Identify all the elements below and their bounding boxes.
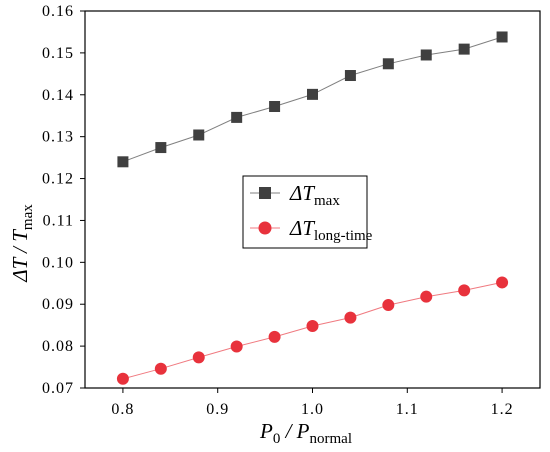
y-axis-title: ΔT / Tmax [8, 204, 36, 283]
data-point-square [382, 58, 394, 70]
y-tick-label: 0.16 [42, 3, 74, 20]
x-axis-title-main: P [259, 419, 273, 443]
x-axis-title-sub0: 0 [273, 431, 281, 447]
data-point-square [496, 31, 508, 43]
plot-area: 0.07 0.08 0.09 0.10 0.11 0.12 0.13 0.14 0.15 0.16… [42, 3, 541, 418]
legend-label-long-time: ΔTlong-time [289, 216, 373, 244]
data-point-circle [268, 330, 281, 343]
legend-label-long-time-sub: long-time [314, 228, 373, 244]
legend-label-max: ΔTmax [289, 181, 340, 209]
y-tick-label: 0.13 [42, 129, 74, 146]
data-point-circle [420, 290, 433, 303]
data-point-square [155, 142, 167, 154]
data-point-square [458, 43, 470, 55]
data-point-square [231, 111, 243, 123]
x-tick-label: 0.9 [206, 401, 229, 418]
data-point-square [117, 156, 129, 168]
legend-label-max-main: ΔT [289, 181, 315, 205]
x-axis-title-sub1: normal [310, 431, 353, 447]
y-tick-label: 0.11 [43, 212, 74, 229]
data-point-circle [344, 311, 357, 324]
series-layer [116, 31, 509, 385]
x-tick-label: 0.8 [111, 401, 134, 418]
y-tick-label: 0.07 [42, 380, 74, 397]
legend-label-long-time-main: ΔT [289, 216, 315, 240]
data-point-circle [230, 340, 243, 353]
legend-marker-circle [258, 221, 272, 235]
data-point-circle [382, 299, 395, 312]
data-point-circle [192, 351, 205, 364]
y-tick-label: 0.14 [42, 87, 74, 104]
y-axis-title-main: ΔT / T [8, 229, 32, 283]
data-point-circle [496, 276, 509, 289]
y-tick-label: 0.12 [42, 171, 74, 188]
legend-marker-square [259, 187, 271, 199]
y-tick-label: 0.09 [42, 296, 74, 313]
y-tick-label: 0.10 [42, 254, 74, 271]
data-point-circle [306, 320, 319, 333]
data-point-square [344, 70, 356, 82]
x-tick-label: 1.0 [301, 401, 324, 418]
y-tick-label: 0.15 [42, 45, 74, 62]
x-tick-label: 1.1 [396, 401, 419, 418]
data-point-circle [116, 372, 129, 385]
x-axis-title: P0 / Pnormal [259, 419, 352, 447]
data-point-circle [154, 362, 167, 375]
x-tick-label: 1.2 [491, 401, 514, 418]
x-axis-title-sep: / P [280, 419, 309, 443]
data-point-square [269, 101, 281, 113]
data-point-square [193, 129, 205, 141]
data-point-circle [458, 284, 471, 297]
data-point-square [307, 88, 318, 100]
y-axis-title-sub: max [20, 204, 36, 230]
data-point-square [420, 49, 432, 61]
y-tick-label: 0.08 [42, 338, 74, 355]
legend-label-max-sub: max [314, 193, 340, 209]
legend: ΔTmax ΔTlong-time [242, 175, 373, 249]
